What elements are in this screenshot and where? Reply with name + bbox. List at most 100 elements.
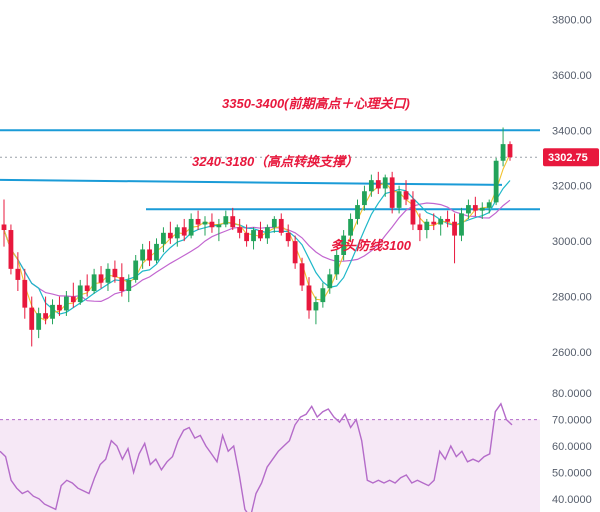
candle-body (98, 274, 104, 283)
candle-body (230, 216, 236, 228)
current-price-tag: 3302.75 (543, 148, 599, 167)
candle-body (271, 218, 277, 228)
candle-body (147, 249, 152, 261)
candle (258, 221, 263, 242)
oscillator (0, 402, 540, 512)
price-tick-label: 3200.00 (552, 181, 592, 193)
annotation-resistance: 3350-3400(前期高点＋心理关口) (222, 96, 410, 111)
candle-body (292, 241, 298, 264)
oscillator-tick-label: 80.0000 (552, 388, 592, 400)
candle-body (410, 199, 416, 225)
price-axis: 3800.00 3600.00 3400.00 3200.00 3000.00 2800.… (552, 14, 592, 505)
candle (320, 282, 326, 308)
price-tick-label: 2600.00 (552, 347, 592, 359)
candle (84, 274, 90, 297)
candle-body (174, 227, 180, 239)
candle-body (375, 180, 381, 189)
candle-body (209, 221, 215, 228)
candle (355, 199, 360, 225)
candle-body (57, 304, 62, 311)
oscillator-tick-label: 50.0000 (552, 467, 592, 479)
candle (50, 299, 55, 325)
candle-body (431, 221, 437, 225)
candle-body (320, 288, 326, 303)
candle (285, 224, 291, 247)
candle (195, 210, 201, 231)
candle (479, 202, 485, 219)
candle-body (188, 218, 194, 236)
candle-body (313, 302, 319, 311)
candle (459, 207, 464, 242)
candle-body (167, 232, 173, 239)
candle (244, 224, 250, 247)
price-tick-label: 3800.00 (552, 14, 592, 26)
candle (230, 207, 236, 231)
current-price-tag-label: 3302.75 (548, 152, 588, 164)
candle-body (154, 243, 159, 261)
candle (271, 216, 277, 233)
price-tick-label: 3600.00 (552, 70, 592, 82)
candle (181, 218, 187, 242)
candle-body (77, 285, 83, 303)
candle (424, 218, 430, 239)
level-line-support-upper (0, 178, 503, 186)
candle (417, 213, 423, 242)
candle (202, 216, 208, 236)
candle-body (466, 205, 471, 214)
candle (188, 213, 194, 239)
candle (452, 213, 457, 264)
candle-body (472, 205, 478, 211)
candle (306, 277, 312, 319)
candle (29, 296, 35, 347)
candle-body (36, 313, 42, 330)
candle (466, 199, 471, 219)
candle-body (438, 218, 444, 225)
oscillator-band-layer (0, 419, 540, 512)
candle-body (133, 260, 139, 280)
candle-body (119, 277, 125, 292)
candle (140, 243, 146, 269)
candle-body (341, 235, 347, 255)
candle-body (299, 263, 305, 286)
candle (410, 191, 416, 231)
candle (368, 174, 374, 197)
oscillator-line (0, 402, 513, 512)
candle (362, 185, 367, 211)
oscillator-tick-label: 40.0000 (552, 494, 592, 506)
candle (70, 282, 76, 308)
candle (445, 210, 451, 228)
candle-body (105, 268, 111, 283)
candle (223, 210, 229, 228)
candle (43, 296, 48, 325)
candle-body (493, 160, 499, 203)
annotation-support: 3240-3180（高点转换支撑） (192, 154, 358, 169)
candle-body (1, 224, 7, 231)
candle (327, 268, 333, 294)
annotations: 3350-3400(前期高点＋心理关口) 3240-3180（高点转换支撑） 多… (192, 96, 412, 253)
price-tick-label: 3000.00 (552, 236, 592, 248)
candle-body (50, 304, 55, 319)
candle (119, 263, 125, 297)
oscillator-tick-label: 60.0000 (552, 441, 592, 453)
candle-body (195, 218, 201, 225)
candle-body (251, 230, 256, 242)
candle (167, 221, 173, 244)
ma-slow-line (3, 199, 511, 303)
candle (8, 224, 14, 275)
candle-body (8, 230, 14, 269)
candle (299, 257, 305, 292)
oscillator-tick-label: 70.0000 (552, 415, 592, 427)
candle (438, 216, 444, 236)
candle-body (327, 274, 333, 289)
candle (348, 213, 353, 242)
candle (493, 157, 499, 206)
candle (403, 180, 409, 206)
candle-body (91, 274, 97, 292)
candle-body (334, 254, 340, 275)
candle (382, 174, 388, 197)
price-tick-label: 3400.00 (552, 125, 592, 137)
candle-body (362, 191, 367, 206)
candle-body (112, 268, 118, 278)
ma-mid-line (3, 180, 511, 315)
